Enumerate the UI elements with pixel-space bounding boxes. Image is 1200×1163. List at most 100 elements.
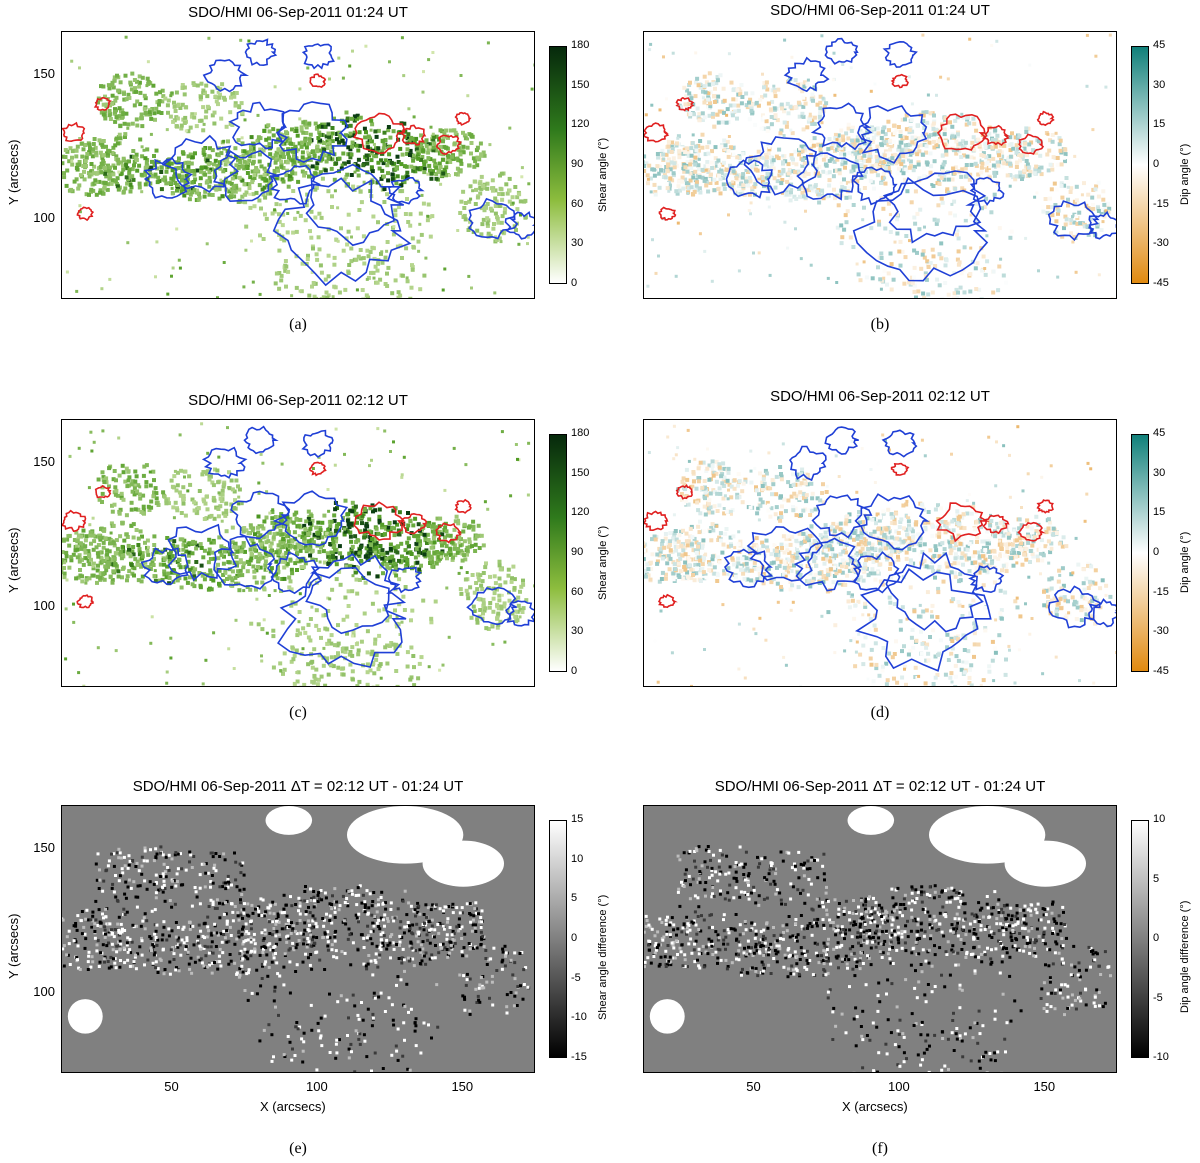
- field-pixel: [646, 284, 650, 288]
- field-pixel: [178, 493, 183, 498]
- field-pixel: [172, 100, 176, 105]
- field-pixel: [431, 536, 436, 541]
- field-pixel: [783, 220, 787, 224]
- field-pixel: [859, 176, 864, 180]
- field-pixel: [855, 262, 859, 266]
- field-pixel: [881, 133, 886, 138]
- field-pixel: [877, 222, 882, 227]
- field-pixel: [308, 157, 313, 162]
- field-pixel: [299, 125, 304, 130]
- field-pixel: [304, 203, 309, 208]
- field-pixel: [294, 129, 299, 133]
- field-pixel: [524, 598, 529, 603]
- field-pixel: [285, 138, 290, 143]
- field-pixel: [993, 144, 998, 149]
- field-pixel: [94, 171, 99, 176]
- field-pixel: [206, 560, 211, 565]
- field-pixel: [976, 172, 981, 177]
- field-pixel: [180, 102, 185, 107]
- field-pixel: [118, 123, 123, 128]
- field-pixel: [426, 523, 431, 528]
- field-pixel: [180, 150, 185, 155]
- field-pixel: [663, 175, 668, 180]
- field-pixel: [132, 159, 137, 164]
- field-pixel: [879, 142, 884, 147]
- field-pixel: [918, 207, 923, 212]
- field-pixel: [391, 642, 396, 647]
- field-pixel: [749, 201, 753, 205]
- field-pixel: [855, 179, 860, 184]
- field-pixel: [436, 551, 441, 556]
- field-pixel: [345, 118, 350, 123]
- field-pixel: [333, 532, 338, 537]
- field-pixel: [877, 155, 882, 160]
- field-pixel: [389, 641, 394, 645]
- field-pixel: [160, 88, 165, 93]
- field-pixel: [800, 157, 805, 162]
- field-pixel: [647, 163, 652, 168]
- field-pixel: [737, 156, 742, 161]
- field-pixel: [372, 276, 376, 280]
- field-pixel: [166, 110, 170, 115]
- field-pixel: [148, 112, 153, 117]
- field-pixel: [1008, 161, 1013, 166]
- field-pixel: [129, 185, 134, 190]
- field-pixel: [668, 176, 673, 181]
- field-pixel: [810, 92, 815, 97]
- negative-polarity-contour: [1047, 200, 1100, 242]
- negative-polarity-contour: [796, 152, 864, 201]
- field-pixel: [943, 263, 948, 268]
- field-pixel: [99, 555, 104, 560]
- field-pixel: [410, 263, 414, 268]
- field-pixel: [313, 121, 318, 126]
- field-pixel: [932, 159, 937, 164]
- field-pixel: [919, 143, 924, 148]
- field-pixel: [273, 521, 278, 525]
- field-pixel: [82, 169, 86, 174]
- field-pixel: [432, 158, 437, 163]
- field-pixel: [999, 257, 1003, 261]
- field-pixel: [903, 143, 908, 148]
- field-pixel: [382, 200, 387, 204]
- field-pixel: [347, 134, 352, 139]
- field-pixel: [817, 173, 822, 178]
- field-pixel: [274, 139, 279, 144]
- field-pixel: [907, 128, 912, 132]
- field-pixel: [940, 153, 945, 158]
- field-pixel: [393, 646, 398, 651]
- field-pixel: [254, 166, 259, 170]
- field-pixel: [650, 103, 654, 107]
- field-pixel: [151, 83, 156, 88]
- field-pixel: [205, 179, 210, 184]
- field-pixel: [322, 147, 327, 152]
- field-pixel: [801, 194, 806, 199]
- field-pixel: [450, 154, 454, 159]
- field-pixel: [248, 587, 253, 592]
- positive-polarity-contour: [1018, 133, 1045, 155]
- field-pixel: [479, 174, 484, 179]
- field-pixel: [199, 118, 204, 123]
- field-pixel: [371, 214, 376, 219]
- field-pixel: [339, 166, 344, 171]
- field-pixel: [115, 176, 120, 181]
- field-pixel: [953, 213, 957, 218]
- field-pixel: [675, 191, 680, 196]
- field-pixel: [883, 181, 888, 186]
- field-pixel: [306, 509, 311, 514]
- field-pixel: [419, 531, 424, 536]
- field-pixel: [370, 169, 375, 174]
- field-pixel: [491, 188, 495, 193]
- field-pixel: [497, 563, 502, 568]
- field-pixel: [131, 535, 136, 540]
- field-pixel: [233, 541, 238, 546]
- field-pixel: [279, 278, 284, 283]
- field-pixel: [84, 155, 89, 160]
- field-pixel: [809, 263, 813, 267]
- field-pixel: [204, 83, 209, 88]
- field-pixel: [800, 190, 805, 195]
- field-pixel: [691, 102, 696, 107]
- field-pixel: [744, 91, 749, 96]
- field-pixel: [412, 139, 417, 144]
- colorbar-fill: [550, 47, 566, 283]
- field-pixel: [399, 559, 404, 564]
